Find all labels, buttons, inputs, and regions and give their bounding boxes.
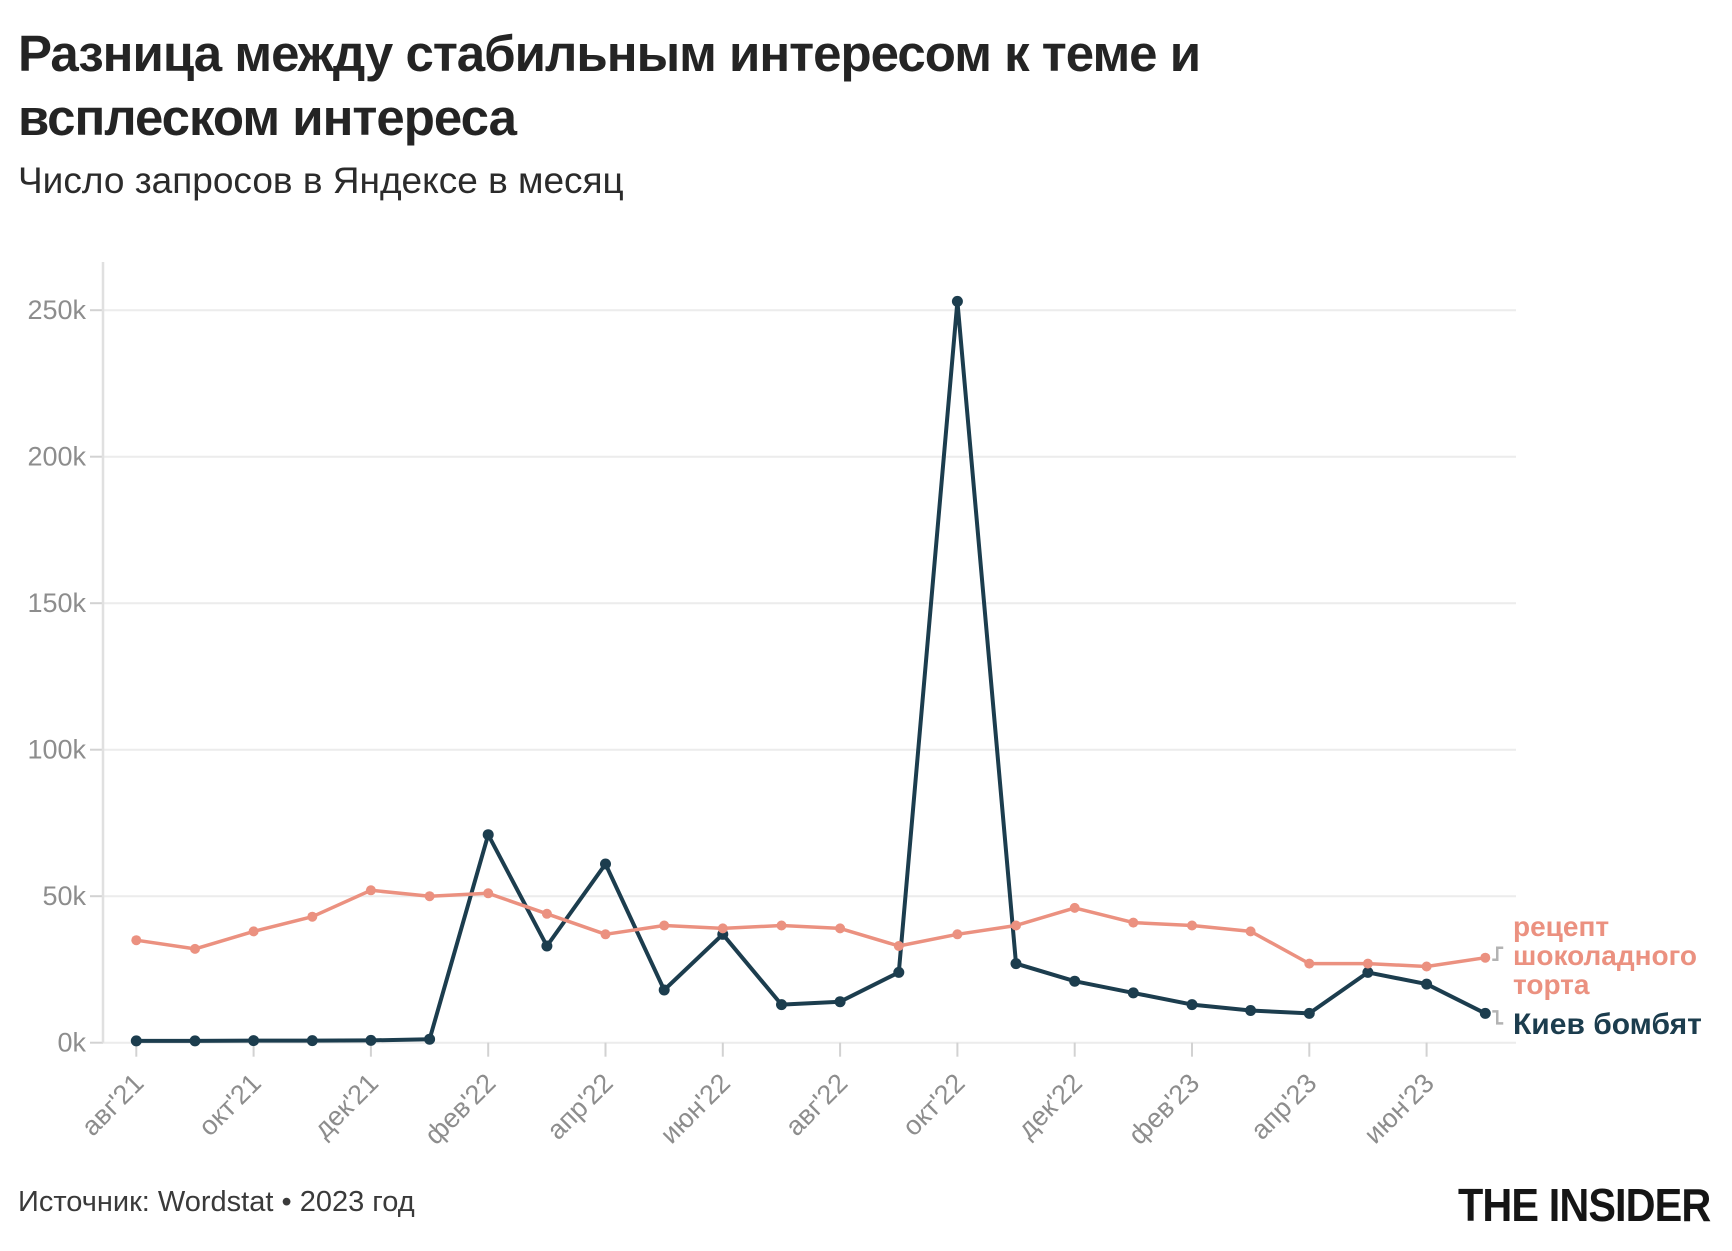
data-point: [365, 885, 376, 896]
x-tick-label: авг'22: [780, 1068, 854, 1142]
data-point: [130, 1035, 142, 1047]
data-point: [1128, 917, 1139, 928]
data-point: [835, 923, 846, 934]
source-note: Источник: Wordstat • 2023 год: [18, 1186, 415, 1218]
data-point: [541, 908, 552, 919]
data-point: [951, 295, 963, 307]
data-point: [131, 935, 142, 946]
x-tick-label: авг'21: [76, 1068, 150, 1142]
line-chart-canvas: 0k 50k 100k 150k 200k 250k авг'21 окт'21 дек'21 ф…: [27, 262, 1516, 1151]
data-point: [1362, 966, 1374, 978]
chart-title-line1: Разница между стабильным интересом к тем…: [18, 25, 1201, 82]
data-point: [424, 1033, 436, 1045]
data-point: [600, 929, 611, 940]
data-point: [1069, 975, 1081, 987]
data-point: [1010, 958, 1022, 970]
label-connector-cake: [1492, 946, 1504, 961]
data-point: [834, 996, 846, 1008]
y-tick-label: 150k: [27, 588, 86, 618]
data-point: [1479, 1007, 1491, 1019]
data-point: [248, 926, 259, 937]
data-point: [658, 984, 670, 996]
data-point: [1127, 987, 1139, 999]
data-point: [1245, 926, 1256, 937]
data-point: [1187, 920, 1197, 931]
data-point: [1303, 1007, 1315, 1019]
data-point: [893, 966, 905, 978]
y-tick-label: 50k: [42, 881, 86, 911]
data-point: [483, 888, 494, 899]
data-point: [1421, 978, 1433, 990]
data-point: [541, 940, 553, 952]
series-label-kyiv: Киев бомбят: [1513, 1008, 1702, 1041]
x-tick-label: фев'23: [1123, 1068, 1206, 1151]
x-tick-label: окт'21: [193, 1068, 267, 1142]
data-point: [1421, 961, 1432, 972]
label-connector-kyiv: [1492, 1010, 1504, 1025]
x-tick-label: дек'21: [308, 1068, 384, 1144]
data-point: [1245, 1005, 1257, 1016]
data-point: [1304, 958, 1315, 969]
data-point: [189, 1035, 201, 1047]
x-tick-label: дек'22: [1012, 1068, 1088, 1144]
series-label-cake: рецепт шоколадного торта: [1513, 911, 1698, 1000]
x-tick-label: июн'22: [654, 1068, 736, 1150]
data-point: [365, 1034, 377, 1046]
data-point: [1069, 902, 1080, 913]
data-point: [248, 1035, 260, 1047]
series-line-1: [134, 888, 1488, 969]
data-point: [893, 941, 904, 951]
y-tick-label: 0k: [57, 1028, 86, 1058]
data-point: [424, 891, 435, 902]
x-tick-label: окт'22: [897, 1068, 971, 1142]
data-point: [306, 1035, 318, 1047]
data-point: [952, 929, 963, 940]
data-point: [1186, 999, 1198, 1011]
x-tick-label: фев'22: [419, 1068, 502, 1151]
the-insider-logo: THE INSIDER: [1457, 1179, 1711, 1231]
series-line-0: [134, 299, 1488, 1043]
x-tick-label: апр'22: [541, 1068, 619, 1146]
x-tick-label: июн'23: [1358, 1068, 1440, 1150]
chart-title-line2: всплеском интереса: [18, 89, 517, 146]
data-point: [190, 943, 200, 954]
y-tick-label: 250k: [27, 295, 86, 325]
data-point: [659, 920, 670, 931]
data-point: [307, 911, 318, 922]
y-tick-label: 100k: [27, 735, 86, 765]
y-tick-label: 200k: [27, 442, 86, 472]
data-point: [1011, 920, 1021, 931]
data-point: [482, 829, 494, 841]
chart-subtitle: Число запросов в Яндексе в месяц: [18, 160, 624, 201]
x-tick-label: апр'23: [1245, 1068, 1323, 1146]
data-point: [600, 858, 611, 870]
data-point: [776, 920, 787, 931]
data-point: [1362, 958, 1373, 969]
data-point: [717, 923, 728, 934]
data-point: [1480, 952, 1491, 963]
data-point: [776, 999, 787, 1011]
